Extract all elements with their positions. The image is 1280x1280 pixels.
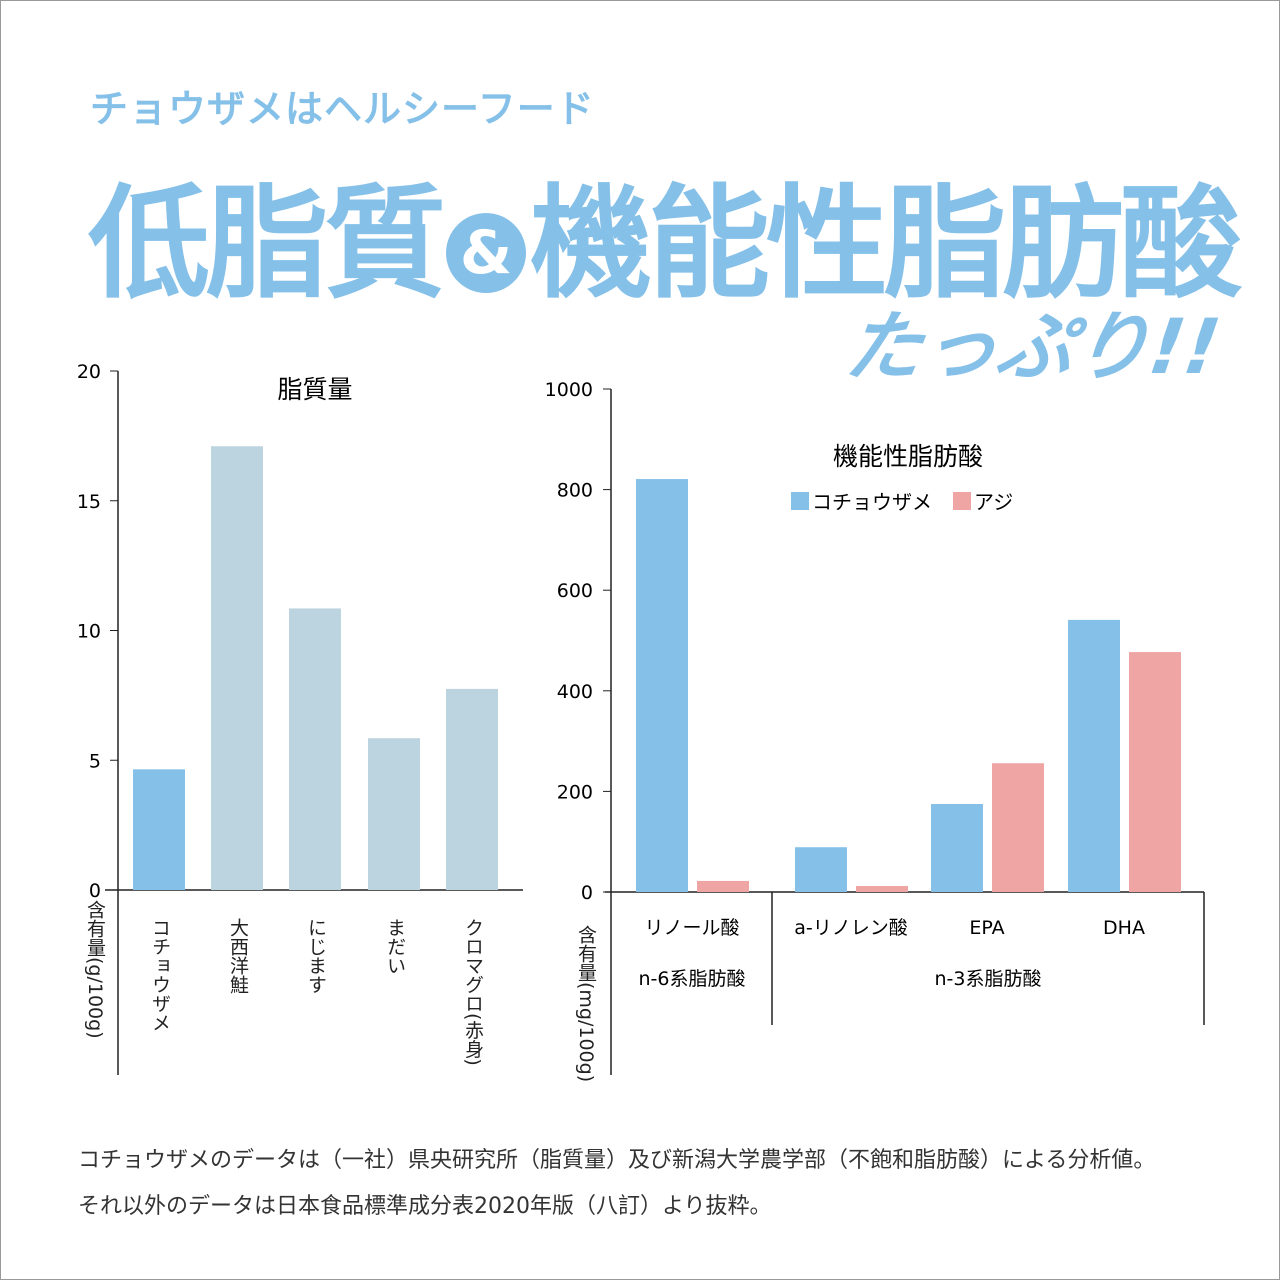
y-tick-label-right: 200 (557, 781, 593, 803)
y-tick-label-left: 0 (89, 880, 101, 902)
category-label-right-0: リノール酸 (644, 917, 739, 939)
bar-アジ-2 (992, 763, 1044, 892)
title-part1: 低脂質 (88, 173, 446, 315)
y-tick-label-left: 20 (77, 361, 101, 383)
subtitle: チョウザメはヘルシーフード (90, 87, 595, 131)
category-label-left-2: にじます (305, 918, 327, 994)
y-axis-label-right: 含有量(mg/100g) (575, 925, 597, 1083)
footnote-line-1: コチョウザメのデータは（一社）県央研究所（脂質量）及び新潟大学農学部（不飽和脂肪… (78, 1148, 1156, 1173)
y-tick-label-right: 400 (557, 681, 593, 703)
title-ampersand: & (446, 212, 526, 293)
bar-2 (289, 608, 341, 890)
page-title: 低脂質 & 機能性脂肪酸 (88, 145, 1242, 322)
y-axis-label-left: 含有量(g/100g) (84, 900, 106, 1039)
bar-0 (133, 769, 185, 890)
chart-title-right: 機能性脂肪酸 (833, 442, 983, 471)
chart-title-left: 脂質量 (277, 375, 352, 404)
legend-label-1: アジ (974, 490, 1013, 514)
bar-コチョウザメ-3 (1068, 619, 1120, 892)
group-label-n3: n-3系脂肪酸 (935, 968, 1042, 990)
group-label-n6: n-6系脂肪酸 (639, 968, 746, 990)
footnote-line-2: それ以外のデータは日本食品標準成分表2020年版（八訂）より抜粋。 (78, 1194, 772, 1219)
y-tick-label-right: 800 (557, 480, 593, 502)
y-tick-label-right: 1000 (545, 379, 593, 401)
category-label-left-3: まだい (384, 918, 406, 975)
category-label-left-1: 大西洋鮭 (227, 918, 249, 994)
y-tick-label-left: 10 (77, 621, 101, 643)
bar-3 (368, 738, 420, 890)
category-label-right-2: EPA (969, 917, 1004, 939)
bar-コチョウザメ-1 (795, 847, 847, 892)
bar-コチョウザメ-2 (931, 803, 983, 892)
y-tick-label-left: 5 (89, 750, 101, 772)
legend-swatch-0 (791, 492, 809, 510)
legend-label-0: コチョウザメ (812, 490, 932, 514)
bar-1 (211, 446, 263, 890)
title-part2: 機能性脂肪酸 (530, 173, 1242, 315)
y-tick-label-right: 600 (557, 580, 593, 602)
legend-swatch-1 (953, 492, 971, 510)
y-tick-label-right: 0 (581, 882, 593, 904)
y-tick-label-left: 15 (77, 491, 101, 513)
bar-4 (446, 688, 498, 890)
bar-アジ-0 (697, 880, 749, 892)
category-label-left-0: コチョウザメ (149, 918, 171, 1032)
category-label-right-3: DHA (1103, 917, 1145, 939)
category-label-right-1: a-リノレン酸 (794, 917, 908, 939)
bar-コチョウザメ-0 (636, 479, 688, 892)
bar-アジ-3 (1129, 652, 1181, 892)
category-label-left-4: クロマグロ(赤身) (462, 918, 484, 1066)
bar-アジ-1 (856, 885, 908, 892)
